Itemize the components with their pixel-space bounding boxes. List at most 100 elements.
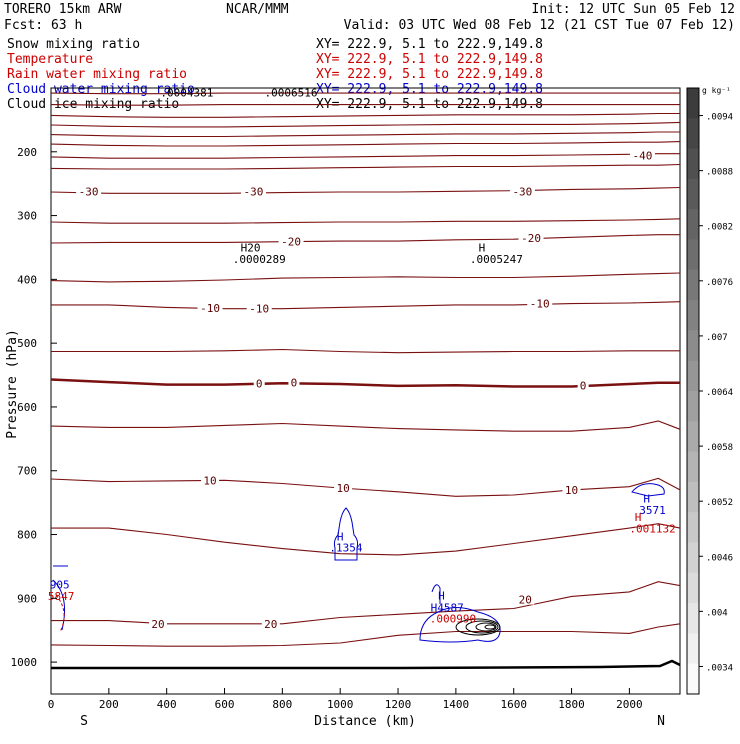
isotherm-line	[50, 623, 681, 647]
colorbar-tick-label: .007	[706, 333, 728, 343]
colorbar-band	[687, 88, 699, 119]
legend-snow-xy: XY= 222.9, 5.1 to 222.9,149.8	[316, 37, 543, 52]
temperature-label-bg	[197, 302, 223, 314]
isotherm-line	[51, 301, 681, 310]
isotherm-line	[50, 186, 681, 194]
cloud-water-contour	[333, 507, 359, 561]
colorbar-tick-label: .0094	[706, 113, 733, 123]
temperature-label: -40	[632, 150, 652, 163]
colorbar-band	[687, 421, 699, 453]
temperature-label: 20	[151, 618, 164, 631]
temperature-label: -10	[249, 303, 269, 316]
isotherm-line	[50, 141, 681, 147]
contour-annotation: .0005247	[470, 253, 523, 266]
contour-annotation: H	[337, 530, 344, 543]
annotation-layer: H20.0000289H.0005247.0004381.0006516H.13…	[48, 86, 676, 625]
colorbar-band	[687, 209, 699, 240]
y-tick-label: 1000	[11, 656, 38, 669]
colorbar-tick-label: .0088	[706, 168, 733, 178]
legend-snow: Snow mixing ratio	[7, 37, 140, 52]
x-tick-label: 800	[272, 698, 292, 711]
isotherm-line	[50, 272, 681, 283]
colorbar-unit: g kg⁻¹	[702, 86, 731, 95]
legend-rain: Rain water mixing ratio	[7, 67, 187, 82]
y-tick-label: 800	[17, 529, 37, 542]
x-axis-label: Distance (km)	[314, 714, 416, 729]
org-title: NCAR/MMM	[226, 2, 289, 17]
colorbar-band	[687, 148, 699, 180]
colorbar-band	[687, 542, 699, 574]
temperature-label-bg	[518, 231, 544, 243]
x-axis: 0 200 400 600 800 1000 1200 1400 1600 1800 2000	[48, 688, 643, 711]
temperature-label-bg	[516, 593, 535, 605]
temperature-label-bg	[246, 302, 272, 314]
y-tick-label: 700	[17, 465, 37, 478]
temperature-label-layer: -30 -30 -30 -40 -20 -20 -10 -10 -10 0 0 0 10 10 10 20 20…	[76, 149, 655, 631]
temperature-label-bg	[288, 376, 300, 388]
temperature-label: 10	[203, 474, 216, 487]
isotherm-line	[50, 121, 681, 128]
colorbar-tick-label: .0082	[706, 223, 733, 233]
temperature-label-bg	[527, 297, 553, 309]
x-tick-label: 0	[48, 698, 55, 711]
rain-ring-1	[455, 618, 501, 636]
contour-annotation: 905	[50, 579, 70, 592]
x-tick-label: 400	[157, 698, 177, 711]
y-tick-label: 300	[17, 210, 37, 223]
legend-rain-xy: XY= 222.9, 5.1 to 222.9,149.8	[316, 67, 543, 82]
legend-temperature-xy: XY= 222.9, 5.1 to 222.9,149.8	[316, 52, 543, 67]
x-tick-label: 1400	[443, 698, 470, 711]
cloud-water-contour-3	[431, 584, 441, 604]
temperature-label-bg	[201, 474, 220, 486]
contour-annotation: .000990	[430, 613, 476, 626]
x-tick-label: 1200	[385, 698, 412, 711]
colorbar-band	[687, 118, 699, 150]
colorbar-band	[687, 481, 699, 513]
end-label-north: N	[657, 714, 665, 729]
surface-line	[51, 659, 681, 670]
isotherm-line	[50, 477, 681, 497]
contour-annotation: .0000289	[233, 253, 286, 266]
colorbar-band	[687, 633, 699, 665]
colorbar-band	[687, 572, 699, 604]
temperature-label: 10	[565, 484, 578, 497]
temperature-label: -10	[530, 298, 550, 311]
colorbar-band	[687, 178, 699, 210]
temperature-label: -30	[79, 185, 99, 198]
colorbar-tick-label: .0052	[706, 498, 733, 508]
x-tick-label: 200	[99, 698, 119, 711]
colorbar-tick-label: .004	[706, 608, 728, 618]
cloud-water-contour-2	[419, 607, 501, 643]
cloud-water-contour-4	[631, 483, 665, 497]
contour-annotation: .001132	[629, 523, 675, 536]
temperature-label: 0	[256, 377, 263, 390]
colorbar-band	[687, 451, 699, 483]
isotherm-line	[50, 218, 681, 224]
temperature-label-bg	[149, 617, 168, 629]
contour-annotation: .0006516	[265, 86, 318, 99]
x-tick-label: 1000	[327, 698, 354, 711]
colorbar-tick-label: .0076	[706, 278, 733, 288]
y-axis: 200 300 400 500 600 700 800 900 1000	[11, 146, 57, 669]
contour-annotation: .0004381	[160, 86, 213, 99]
end-label-south: S	[80, 714, 88, 729]
forecast-hour: Fcst: 63 h	[4, 18, 82, 33]
y-tick-label: 600	[17, 401, 37, 414]
y-axis-label: Pressure (hPa)	[5, 329, 20, 439]
temperature-label-bg	[261, 617, 280, 629]
isotherm-line	[50, 153, 680, 159]
temperature-label: -30	[243, 185, 263, 198]
colorbar-band	[687, 269, 699, 301]
isotherm-line	[50, 92, 680, 95]
isotherm-line	[50, 131, 680, 138]
y-tick-label: 400	[17, 273, 37, 286]
colorbar-band	[687, 512, 699, 543]
isotherm-line	[50, 104, 680, 106]
isotherm-line	[50, 112, 680, 118]
hydrometeor-contours	[51, 483, 681, 670]
legend-cloud-water-xy: XY= 222.9, 5.1 to 222.9,149.8	[316, 82, 543, 97]
temperature-label: -20	[281, 236, 301, 249]
contour-annotation: H	[479, 241, 486, 254]
